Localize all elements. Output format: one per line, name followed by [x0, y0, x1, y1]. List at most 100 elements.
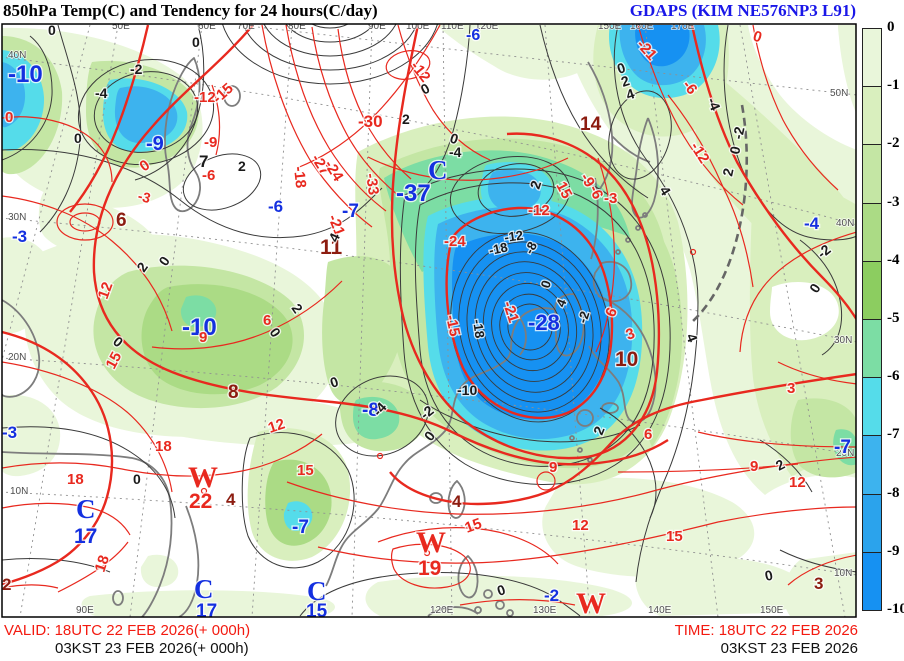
- map-label: -9: [204, 134, 217, 151]
- map-label: 9: [199, 329, 207, 346]
- map-label: 40N: [8, 50, 26, 61]
- map-label: -6: [466, 27, 480, 44]
- map-label: 7: [199, 152, 208, 171]
- map-label: 12: [266, 415, 287, 436]
- map-label: C: [76, 494, 96, 524]
- map-label: 90E: [76, 605, 94, 616]
- map-label: C: [428, 155, 448, 185]
- map-label: 22: [189, 490, 212, 513]
- map-label: -10: [457, 382, 477, 398]
- map-label: 20N: [8, 352, 26, 363]
- map-label: 10N: [10, 486, 28, 497]
- map-label: 4: [226, 490, 236, 509]
- map-label: 0: [5, 109, 13, 126]
- map-label: 4: [452, 492, 462, 511]
- map-label: -18: [488, 239, 510, 258]
- map-label: 0: [133, 471, 141, 487]
- map-label: 10N: [834, 568, 852, 579]
- coastlines: [2, 57, 659, 617]
- map-label: 3: [787, 380, 795, 397]
- map-label: 15: [306, 601, 328, 618]
- map-label: 160E: [630, 22, 654, 32]
- map-label: 140E: [648, 605, 672, 616]
- colorbar-cell: [862, 202, 882, 262]
- model-label: GDAPS (KIM NE576NP3 L91): [629, 1, 856, 20]
- map-label: 17: [196, 601, 217, 618]
- map-label: 30N: [8, 212, 26, 223]
- map-label: 40N: [836, 218, 854, 229]
- chart-footer: VALID: 18UTC 22 FEB 2026(+ 000h) 03KST 2…: [0, 619, 904, 661]
- map-label: 6: [644, 426, 652, 443]
- map-label: 3: [814, 574, 823, 593]
- map-label: -10: [8, 61, 43, 88]
- map-label: -2: [544, 586, 559, 605]
- map-label: -8: [362, 400, 379, 421]
- map-label: 18: [67, 471, 84, 488]
- colorbar-tick: 0: [887, 19, 895, 36]
- map-label: 130E: [533, 605, 557, 616]
- colorbar-tick: -6: [887, 368, 900, 385]
- map-label: 6: [116, 210, 127, 231]
- map-label: 9: [549, 459, 557, 476]
- map-label: -2: [130, 61, 143, 77]
- map-label: 14: [580, 114, 602, 135]
- map-label: 2: [402, 111, 410, 127]
- map-label: 8: [228, 382, 239, 403]
- graticule: [2, 24, 856, 617]
- chart-header: 850hPa Temp(C) and Tendency for 24 hours…: [0, 0, 904, 22]
- chart-title: 850hPa Temp(C) and Tendency for 24 hours…: [3, 1, 378, 20]
- map-label: -18: [290, 166, 309, 189]
- map-label: 18: [92, 553, 113, 574]
- map-label: -21: [499, 299, 522, 325]
- map-label: 170E: [671, 22, 695, 32]
- map-label: -33: [362, 172, 382, 196]
- map-label: 50E: [112, 22, 130, 32]
- map-label: -37: [396, 180, 431, 207]
- map-label: -3: [136, 187, 152, 206]
- map-label: -3: [2, 423, 17, 442]
- map-label: 2: [238, 158, 246, 174]
- map-label: 0: [74, 130, 82, 146]
- map-label: 90E: [368, 22, 386, 32]
- map-label: -12: [528, 202, 550, 219]
- colorbar-cell: [862, 493, 882, 553]
- map-label: C: [307, 576, 327, 606]
- tendency-colorbar: 0 -1 -2 -3 -4 -5 -6 -7 -8 -9 -10: [858, 19, 904, 618]
- colorbar-tick: -1: [887, 77, 900, 94]
- map-label: -10: [182, 314, 217, 341]
- colorbar-tick: -5: [887, 310, 900, 327]
- map-label: -18: [470, 318, 487, 339]
- map-label: -7: [292, 517, 309, 538]
- valid-time-utc: VALID: 18UTC 22 FEB 2026(+ 000h): [4, 622, 251, 639]
- map-label: -6: [268, 197, 283, 216]
- map-label: 120E: [430, 605, 454, 616]
- map-value-labels: 50E 60E 70E 80E 90E 100E 110E 120E 150E 160E 170E 4…: [2, 22, 855, 618]
- map-label: -4: [449, 144, 462, 160]
- map-label: 6: [263, 312, 271, 329]
- map-label: -7: [834, 437, 851, 458]
- issue-time-utc: TIME: 18UTC 22 FEB 2026: [674, 622, 858, 639]
- map-label: C: [194, 574, 214, 604]
- map-label: 12: [789, 474, 806, 491]
- map-label: -2: [729, 125, 747, 141]
- colorbar-cell: [862, 144, 882, 204]
- map-label: -12: [503, 228, 524, 245]
- map-label: W: [416, 526, 446, 559]
- map-label: -6: [585, 183, 606, 202]
- map-label: -30: [358, 112, 383, 131]
- colorbar-tick: -4: [887, 251, 900, 268]
- map-label: 70E: [237, 22, 255, 32]
- map-label: 110E: [441, 22, 464, 32]
- map-label: -7: [342, 201, 359, 222]
- map-label: W: [576, 587, 606, 618]
- map-label: -24: [444, 233, 466, 250]
- map-label: 17: [74, 525, 97, 548]
- map-label: 100E: [406, 22, 430, 32]
- map-label: 30N: [834, 335, 852, 346]
- colorbar-tick: -3: [887, 193, 900, 210]
- issue-time-kst: 03KST 23 FEB 2026: [720, 640, 858, 657]
- map-label: 0: [48, 22, 56, 38]
- map-frame: [1, 23, 857, 618]
- colorbar-cell: [862, 28, 882, 88]
- map-label: 9: [750, 458, 758, 475]
